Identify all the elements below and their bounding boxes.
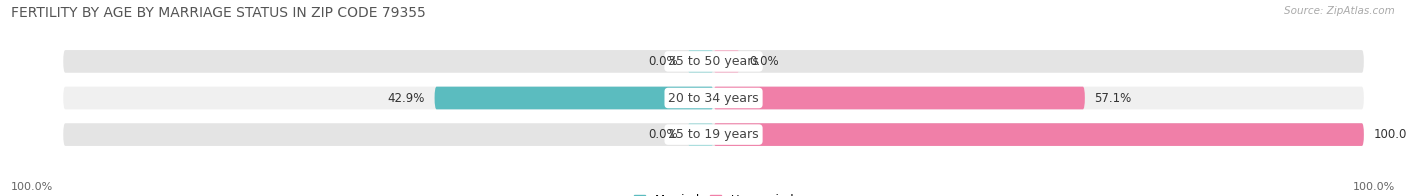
Text: Source: ZipAtlas.com: Source: ZipAtlas.com [1284, 6, 1395, 16]
FancyBboxPatch shape [434, 87, 713, 109]
Text: 42.9%: 42.9% [388, 92, 425, 104]
Text: 0.0%: 0.0% [749, 55, 779, 68]
FancyBboxPatch shape [688, 123, 713, 146]
Text: FERTILITY BY AGE BY MARRIAGE STATUS IN ZIP CODE 79355: FERTILITY BY AGE BY MARRIAGE STATUS IN Z… [11, 6, 426, 20]
Text: 35 to 50 years: 35 to 50 years [668, 55, 759, 68]
Text: 57.1%: 57.1% [1095, 92, 1132, 104]
FancyBboxPatch shape [63, 87, 1364, 109]
Text: 20 to 34 years: 20 to 34 years [668, 92, 759, 104]
FancyBboxPatch shape [713, 123, 1364, 146]
Text: 15 to 19 years: 15 to 19 years [668, 128, 759, 141]
FancyBboxPatch shape [63, 123, 1364, 146]
Text: 100.0%: 100.0% [1374, 128, 1406, 141]
FancyBboxPatch shape [63, 50, 1364, 73]
Legend: Married, Unmarried: Married, Unmarried [634, 194, 793, 196]
FancyBboxPatch shape [713, 50, 740, 73]
Text: 0.0%: 0.0% [648, 55, 678, 68]
Text: 100.0%: 100.0% [1353, 182, 1395, 192]
FancyBboxPatch shape [688, 50, 713, 73]
Text: 0.0%: 0.0% [648, 128, 678, 141]
Text: 100.0%: 100.0% [11, 182, 53, 192]
FancyBboxPatch shape [713, 87, 1085, 109]
